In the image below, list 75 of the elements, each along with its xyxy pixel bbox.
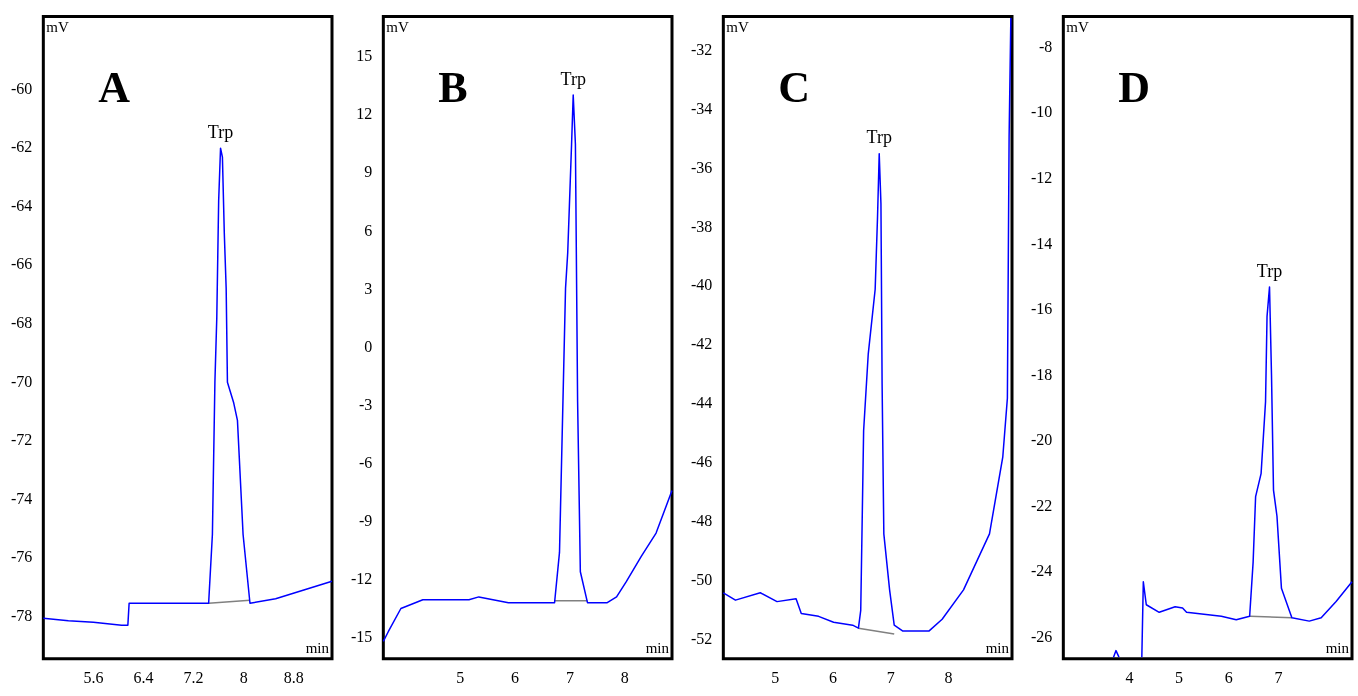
y-tick-label: 12 — [356, 105, 373, 123]
y-tick-label: -50 — [691, 571, 713, 589]
y-tick-label: -70 — [11, 372, 33, 390]
y-tick-label: -6 — [359, 453, 373, 471]
y-tick-label: -14 — [1031, 234, 1053, 252]
x-tick-label: 5.6 — [83, 668, 104, 686]
x-tick-label: 7.2 — [183, 668, 204, 686]
annotation: Trp — [866, 127, 892, 148]
x-tick-label: 8 — [944, 668, 953, 686]
x-tick-label: 8 — [620, 668, 629, 686]
y-tick-label: -36 — [691, 158, 713, 176]
text: A — [98, 62, 131, 112]
x-tick-label: 5 — [771, 668, 780, 686]
y-tick-label: 9 — [364, 163, 373, 181]
y-tick-label: -44 — [691, 394, 713, 412]
annotation: Trp — [560, 68, 586, 89]
x-axis-title: min — [1325, 640, 1350, 657]
y-tick-label: -9 — [359, 511, 373, 529]
y-tick-label: 6 — [364, 221, 373, 239]
x-tick-label: 5 — [456, 668, 465, 686]
y-tick-label: -76 — [11, 548, 33, 566]
y-tick-label: -10 — [1031, 103, 1053, 121]
x-axis-title: min — [985, 640, 1010, 657]
y-tick-label: -32 — [691, 40, 713, 58]
x-tick-label: 8 — [239, 668, 248, 686]
y-tick-label: 3 — [364, 279, 373, 297]
y-tick-label: -15 — [351, 627, 373, 645]
x-tick-label: 8.8 — [283, 668, 304, 686]
y-tick-label: -12 — [1031, 168, 1053, 186]
x-tick-label: 6 — [511, 668, 520, 686]
text: C — [778, 62, 811, 112]
y-tick-label: -40 — [691, 276, 713, 294]
y-tick-label: -8 — [1039, 37, 1053, 55]
y-tick-label: -52 — [691, 630, 713, 648]
x-tick-label: 6.4 — [133, 668, 154, 686]
y-tick-label: 15 — [356, 47, 373, 65]
annotation: Trp — [1256, 260, 1283, 281]
x-axis-title: min — [305, 640, 330, 657]
y-tick-label: -72 — [11, 431, 33, 449]
y-tick-label: -78 — [11, 606, 33, 624]
y-tick-label: -60 — [11, 79, 33, 97]
text: D — [1118, 62, 1151, 112]
x-tick-label: 7 — [886, 668, 895, 686]
y-axis-title: mV — [386, 19, 409, 36]
y-tick-label: -24 — [1031, 562, 1053, 580]
y-tick-label: -26 — [1031, 627, 1053, 645]
y-tick-label: -66 — [11, 255, 33, 273]
x-tick-label: 6 — [1224, 668, 1233, 686]
y-tick-label: -42 — [691, 335, 713, 353]
y-tick-label: -38 — [691, 217, 713, 235]
y-axis-title: mV — [726, 19, 749, 36]
x-tick-label: 4 — [1125, 668, 1134, 686]
y-tick-label: -34 — [691, 99, 713, 117]
x-tick-label: 7 — [565, 668, 574, 686]
y-tick-label: -46 — [691, 453, 713, 471]
y-tick-label: -3 — [359, 395, 373, 413]
annotation: Trp — [207, 121, 234, 142]
y-tick-label: -48 — [691, 512, 713, 530]
y-tick-label: -18 — [1031, 365, 1053, 383]
y-tick-label: -62 — [11, 138, 33, 156]
y-tick-label: 0 — [364, 337, 373, 355]
y-tick-label: -64 — [11, 196, 33, 214]
y-tick-label: -12 — [351, 569, 373, 587]
y-axis-title: mV — [1066, 19, 1089, 36]
text: B — [438, 62, 468, 112]
y-tick-label: -74 — [11, 489, 33, 507]
x-tick-label: 5 — [1175, 668, 1184, 686]
y-tick-label: -68 — [11, 314, 33, 332]
y-axis-title: mV — [46, 19, 69, 36]
x-axis-title: min — [645, 640, 670, 657]
y-tick-label: -20 — [1031, 431, 1053, 449]
x-tick-label: 6 — [829, 668, 838, 686]
y-tick-label: -16 — [1031, 300, 1053, 318]
y-tick-label: -22 — [1031, 496, 1053, 514]
x-tick-label: 7 — [1274, 668, 1283, 686]
